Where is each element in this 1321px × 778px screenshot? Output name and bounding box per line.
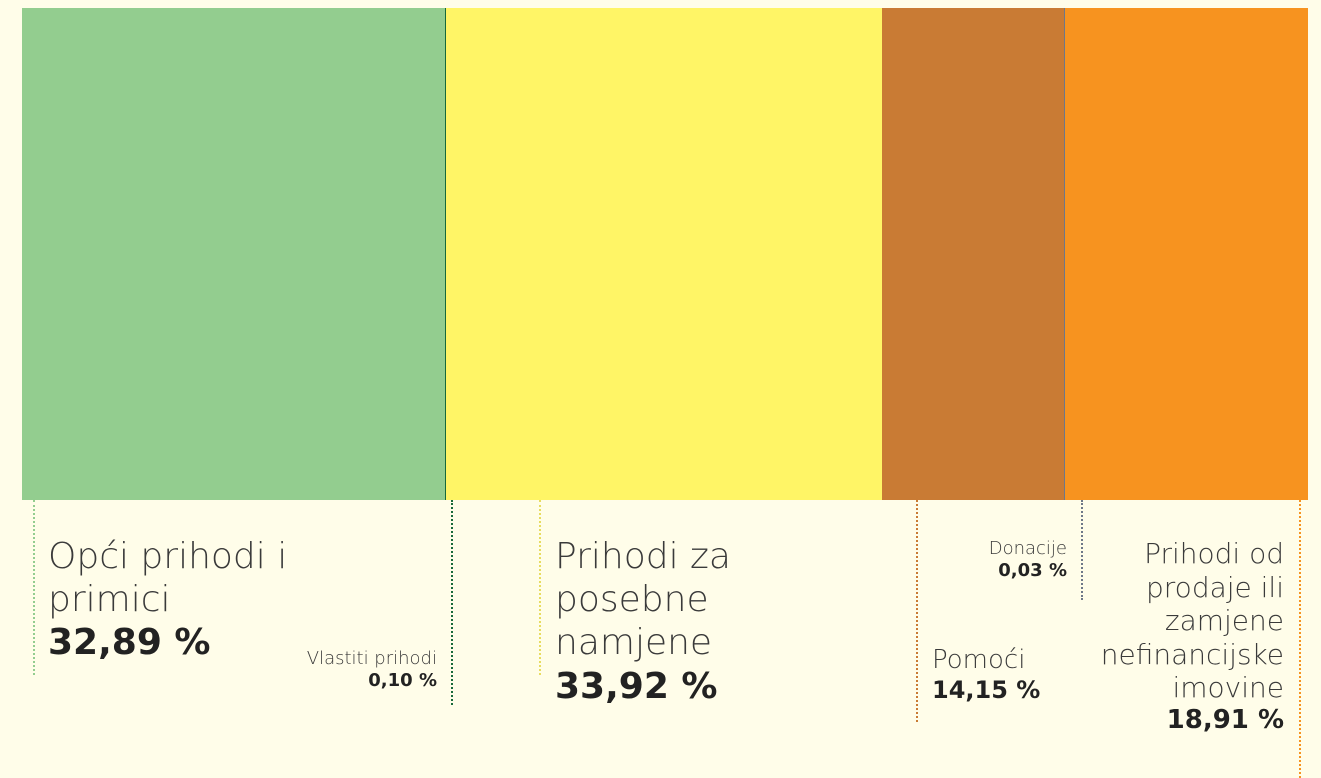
value-label: 32,89 % — [48, 622, 211, 664]
category-label: Prihodi od prodaje ili zamjene nefinanci… — [1100, 537, 1284, 705]
leader-line — [451, 500, 453, 705]
segment-label: Opći prihodi i primici 32,89 % — [48, 535, 318, 665]
category-label: Pomoći — [932, 645, 1026, 675]
segment-label: Pomoći 14,15 % — [932, 645, 1072, 705]
leader-line — [1081, 500, 1083, 600]
value-label: 0,03 % — [998, 559, 1067, 581]
bar-segment — [22, 8, 445, 500]
category-label: Donacije — [988, 538, 1067, 559]
segment-label: Prihodi od prodaje ili zamjene nefinanci… — [1094, 537, 1284, 736]
leader-line — [916, 500, 918, 722]
value-label: 33,92 % — [555, 665, 718, 707]
category-label: Prihodi za posebne namjene — [555, 536, 731, 664]
category-label: Vlastiti prihodi — [306, 648, 437, 669]
bar-segment — [444, 8, 447, 500]
value-label: 18,91 % — [1166, 704, 1284, 735]
segment-label: Prihodi za posebne namjene 33,92 % — [555, 535, 875, 708]
bar-segment — [1064, 8, 1308, 500]
value-label: 14,15 % — [932, 676, 1041, 705]
segment-label: Vlastiti prihodi 0,10 % — [237, 648, 437, 691]
segment-label: Donacije 0,03 % — [947, 538, 1067, 581]
bar-segment — [446, 8, 883, 500]
leader-line — [1299, 500, 1301, 778]
leader-line — [33, 500, 35, 675]
leader-line — [539, 500, 541, 675]
value-label: 0,10 % — [368, 669, 437, 691]
category-label: Opći prihodi i primici — [48, 536, 288, 621]
bar-segment — [882, 8, 1065, 500]
